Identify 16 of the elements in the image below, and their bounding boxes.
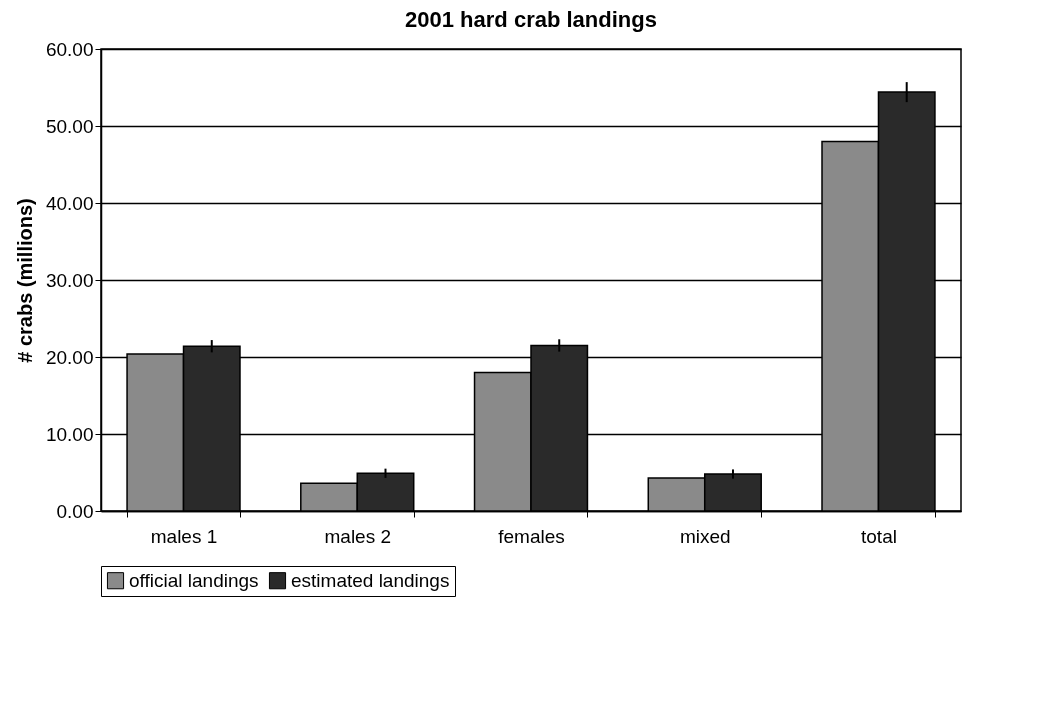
y-tick-label: 20.00 — [45, 346, 94, 368]
x-tick-label: males 2 — [324, 525, 392, 547]
x-tick-label: females — [498, 525, 565, 547]
y-axis-title: # crabs (millions) — [13, 198, 36, 363]
x-tick-label: mixed — [679, 525, 731, 547]
y-tick-label: 40.00 — [45, 192, 94, 214]
x-tick-label: total — [861, 525, 897, 547]
chart-title: 2001 hard crab landings — [405, 7, 657, 32]
y-tick-label: 60.00 — [45, 38, 94, 60]
x-tick-label: males 1 — [150, 525, 218, 547]
legend-label: official landings — [129, 569, 259, 591]
y-tick-label: 50.00 — [45, 115, 94, 137]
y-tick-label: 30.00 — [45, 269, 94, 291]
y-tick-label: 10.00 — [45, 423, 94, 445]
y-tick-label: 0.00 — [56, 500, 94, 522]
legend-label: estimated landings — [291, 569, 450, 591]
